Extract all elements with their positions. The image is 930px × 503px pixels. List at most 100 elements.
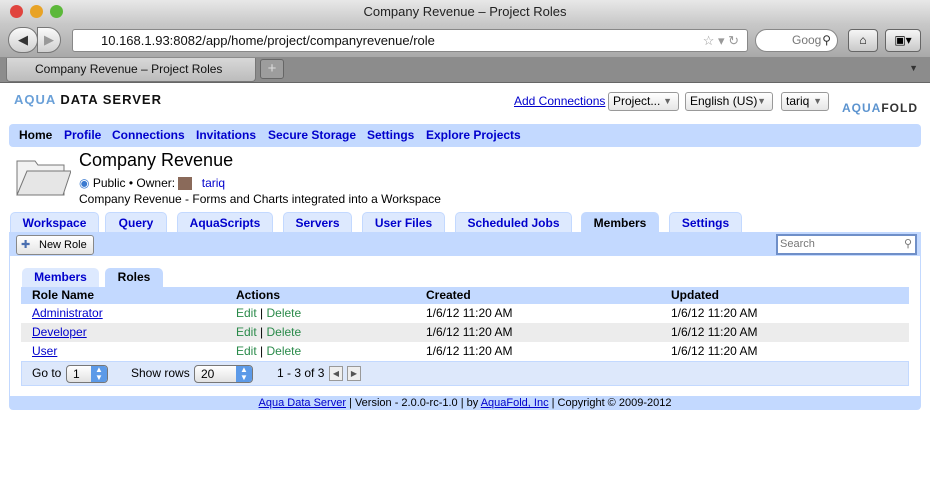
separator: | [260, 344, 264, 358]
project-select[interactable]: Project... ▼ [608, 92, 679, 111]
language-select[interactable]: English (US) ▼ [685, 92, 773, 111]
owner-link[interactable]: tariq [201, 176, 226, 190]
nav-secure-storage[interactable]: Secure Storage [268, 128, 357, 142]
tab-user-files[interactable]: User Files [362, 212, 445, 233]
aqua-data-server-link[interactable]: Aqua Data Server [258, 397, 346, 409]
col-created[interactable]: Created [426, 288, 471, 302]
browser-tab[interactable]: Company Revenue – Project Roles [6, 58, 256, 82]
owner-avatar [178, 177, 193, 191]
role-name-link[interactable]: User [32, 344, 58, 358]
new-role-label: New Role [39, 239, 87, 251]
subtab-members[interactable]: Members [22, 268, 99, 288]
page-range: 1 - 3 of 3 [277, 366, 325, 380]
google-search-field[interactable]: Goog ⚲ [755, 29, 838, 52]
user-select-value: tariq [786, 94, 810, 108]
project-select-value: Project... [613, 94, 661, 108]
nav-home[interactable]: Home [19, 128, 53, 142]
new-role-button[interactable]: ✚ New Role [16, 235, 94, 255]
version-text: | Version - 2.0.0-rc-1.0 | by [345, 397, 481, 409]
project-title: Company Revenue [79, 150, 234, 170]
goto-label: Go to [32, 366, 62, 380]
next-page-icon[interactable]: ▶ [347, 366, 361, 381]
rows-value: 20 [201, 367, 215, 381]
dropdown-arrow-icon: ▼ [757, 96, 766, 106]
search-icon[interactable]: ⚲ [903, 238, 912, 250]
public-globe-icon: ◉ [79, 176, 90, 190]
home-icon[interactable]: ⌂ [848, 29, 878, 52]
bookmark-star-reload-icons[interactable]: ☆ ▾ ↻ [702, 33, 739, 48]
new-tab-button[interactable]: + [260, 59, 284, 79]
user-select[interactable]: tariq ▼ [781, 92, 829, 111]
role-name-link[interactable]: Developer [32, 325, 87, 339]
magnifier-icon: ⚲ [822, 33, 831, 47]
nav-profile[interactable]: Profile [64, 128, 102, 142]
aqua-data-server-logo: AQUA DATA SERVER [14, 92, 162, 107]
stepper-arrows-icon[interactable]: ▲ ▼ [236, 366, 252, 382]
nav-settings[interactable]: Settings [367, 128, 415, 142]
search-input[interactable]: Search ⚲ [776, 234, 917, 255]
main-nav: Home Profile Connections Invitations Sec… [9, 124, 921, 147]
aquafold-logo: AQUAFOLD [842, 101, 919, 115]
folder-icon [16, 160, 71, 196]
panel-toolbar [9, 232, 921, 256]
table-row: Developer Edit | Delete 1/6/12 11:20 AM … [21, 323, 909, 342]
table-pager: Go to 1 ▲ ▼ Show rows 20 ▲ ▼ 1 - 3 of 3 ◀ ▶ [21, 361, 909, 386]
tab-list-chevron-icon[interactable]: ▼ [909, 63, 918, 73]
edit-link[interactable]: Edit [236, 344, 257, 358]
col-updated[interactable]: Updated [671, 288, 719, 302]
edit-link[interactable]: Edit [236, 306, 257, 320]
goto-value: 1 [73, 367, 80, 381]
delete-link[interactable]: Delete [266, 306, 302, 320]
owner-label: Owner: [136, 176, 176, 190]
page-footer: Aqua Data Server | Version - 2.0.0-rc-1.… [9, 397, 921, 410]
updated-cell: 1/6/12 11:20 AM [671, 344, 758, 358]
tab-servers[interactable]: Servers [283, 212, 352, 233]
url-text: 10.168.1.93:8082/app/home/project/compan… [101, 33, 435, 48]
show-rows-label: Show rows [131, 366, 190, 380]
rows-per-page-select[interactable]: 20 ▲ ▼ [194, 365, 253, 383]
prev-page-icon[interactable]: ◀ [329, 366, 343, 381]
forward-button[interactable]: ▶ [37, 27, 61, 53]
delete-link[interactable]: Delete [266, 325, 302, 339]
subtab-roles[interactable]: Roles [105, 268, 163, 288]
role-name-link[interactable]: Administrator [32, 306, 103, 320]
nav-explore-projects[interactable]: Explore Projects [426, 128, 521, 142]
dropdown-arrow-icon: ▼ [663, 96, 672, 106]
delete-link[interactable]: Delete [266, 344, 302, 358]
col-actions: Actions [236, 288, 281, 302]
goto-page-stepper[interactable]: 1 ▲ ▼ [66, 365, 108, 383]
add-user-icon: ✚ [21, 239, 31, 251]
address-bar[interactable]: 10.168.1.93:8082/app/home/project/compan… [72, 29, 748, 52]
tab-query[interactable]: Query [105, 212, 167, 233]
add-connections-link[interactable]: Add Connections [514, 94, 606, 108]
separator: | [260, 306, 264, 320]
zoom-window-button[interactable] [50, 5, 63, 18]
bookmarks-menu-icon[interactable]: ▣▾ [885, 29, 921, 52]
separator: | [260, 325, 264, 339]
table-header: Role Name Actions Created Updated [21, 287, 909, 304]
tab-scheduled-jobs[interactable]: Scheduled Jobs [455, 212, 572, 233]
nav-invitations[interactable]: Invitations [196, 128, 257, 142]
tab-members[interactable]: Members [581, 212, 659, 233]
window-title-bar: Company Revenue – Project Roles [0, 0, 930, 24]
updated-cell: 1/6/12 11:20 AM [671, 306, 758, 320]
table-row: User Edit | Delete 1/6/12 11:20 AM 1/6/1… [21, 342, 909, 361]
table-row: Administrator Edit | Delete 1/6/12 11:20… [21, 304, 909, 323]
tab-workspace[interactable]: Workspace [10, 212, 99, 233]
close-window-button[interactable] [10, 5, 23, 18]
back-button[interactable]: ◀ [8, 27, 38, 53]
minimize-window-button[interactable] [30, 5, 43, 18]
nav-connections[interactable]: Connections [112, 128, 185, 142]
tab-settings[interactable]: Settings [669, 212, 742, 233]
stepper-arrows-icon[interactable]: ▲ ▼ [91, 366, 107, 382]
created-cell: 1/6/12 11:20 AM [426, 325, 513, 339]
col-role-name[interactable]: Role Name [32, 288, 95, 302]
project-meta: ◉ Public • Owner: tariq [79, 176, 226, 191]
edit-link[interactable]: Edit [236, 325, 257, 339]
tab-title: Company Revenue – Project Roles [35, 62, 223, 76]
tab-aquascripts[interactable]: AquaScripts [177, 212, 273, 233]
search-placeholder: Search [780, 238, 815, 250]
aquafold-link[interactable]: AquaFold, Inc [480, 397, 549, 409]
language-select-value: English (US) [690, 94, 758, 108]
visibility-label: Public • [92, 176, 134, 190]
